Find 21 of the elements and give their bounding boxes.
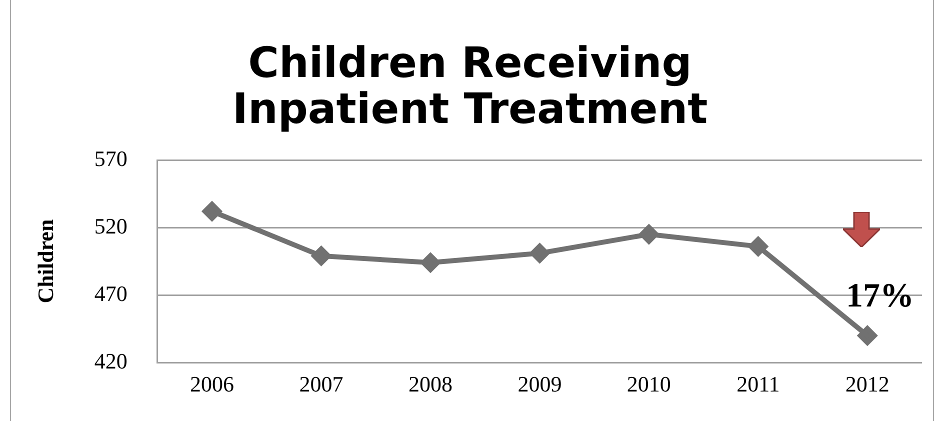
- x-tick-label: 2007: [299, 372, 344, 397]
- x-tick-label: 2010: [626, 372, 671, 397]
- y-tick-label: 520: [94, 213, 128, 238]
- chart-title: Children Receiving Inpatient Treatment: [231, 38, 709, 133]
- x-tick-label: 2011: [736, 372, 780, 397]
- x-tick-label: 2006: [190, 372, 234, 397]
- point: [858, 326, 877, 346]
- point: [530, 244, 550, 263]
- y-tick-label: 470: [94, 280, 128, 306]
- point: [202, 202, 222, 221]
- point: [312, 246, 331, 266]
- point: [420, 253, 440, 272]
- point: [748, 236, 768, 256]
- y-axis-title: Children: [32, 219, 58, 304]
- annotation: 17%: [846, 278, 914, 315]
- point: [639, 224, 658, 244]
- x-tick-label: 2009: [518, 372, 562, 397]
- x-tick-label: 2012: [845, 372, 890, 397]
- y-tick-label: 420: [94, 348, 128, 374]
- y-tick-label: 570: [94, 146, 128, 171]
- x-tick-label: 2008: [408, 372, 452, 397]
